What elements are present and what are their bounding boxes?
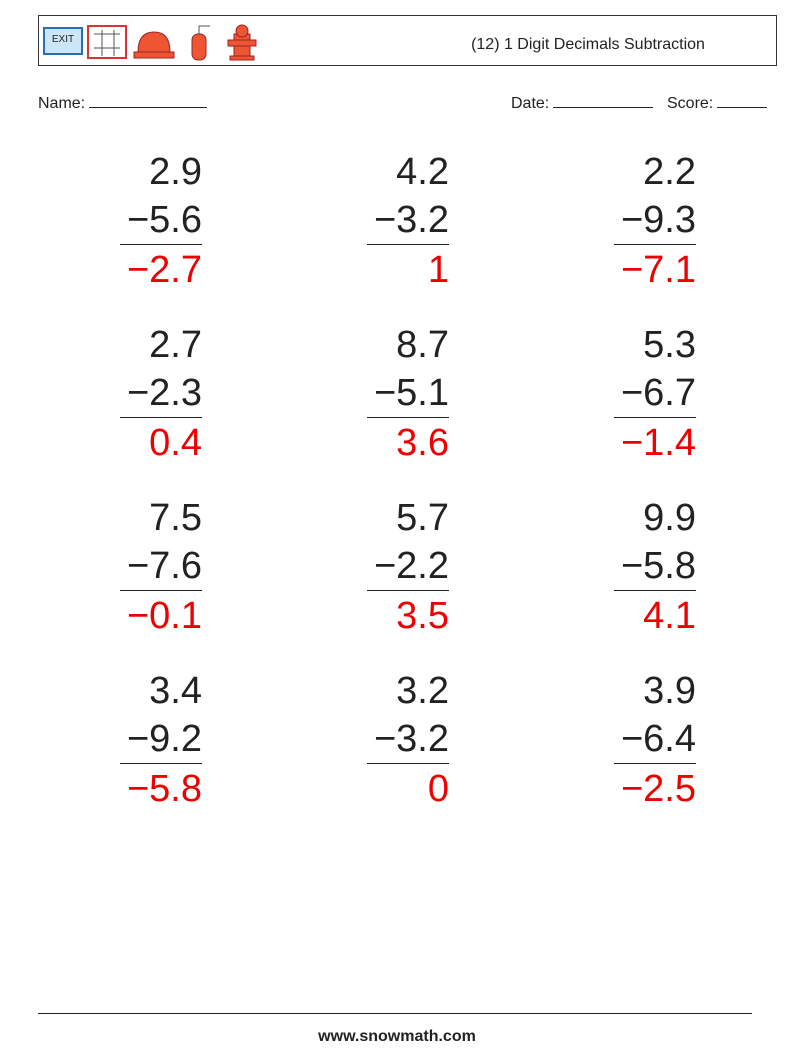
bottom-number: −7.6 — [126, 545, 202, 587]
answer-rule — [120, 590, 202, 591]
answer-rule — [120, 763, 202, 764]
footer-rule — [38, 1013, 752, 1014]
answer: 0 — [427, 768, 449, 810]
answer-rule — [614, 417, 696, 418]
top-number: 8.7 — [396, 324, 449, 366]
answer-rule — [614, 590, 696, 591]
answer: 3.5 — [396, 595, 449, 637]
top-number: 4.2 — [396, 151, 449, 193]
bottom-number: −6.4 — [620, 718, 696, 760]
answer-rule — [120, 244, 202, 245]
top-number: 9.9 — [643, 497, 696, 539]
bottom-number: −2.2 — [373, 545, 449, 587]
answer: −0.1 — [126, 595, 202, 637]
top-number: 2.2 — [643, 151, 696, 193]
answer-rule — [367, 590, 449, 591]
answer: −2.5 — [620, 768, 696, 810]
bottom-number: −9.3 — [620, 199, 696, 241]
header-box — [38, 15, 777, 66]
header-icons: EXIT — [43, 24, 257, 61]
answer: −5.8 — [126, 768, 202, 810]
title: (12) 1 Digit Decimals Subtraction — [471, 36, 705, 53]
bottom-number: −9.2 — [126, 718, 202, 760]
bottom-number: −5.1 — [373, 372, 449, 414]
top-number: 3.4 — [149, 670, 202, 712]
answer: 1 — [427, 249, 449, 291]
bottom-number: −6.7 — [620, 372, 696, 414]
answer: 0.4 — [149, 422, 202, 464]
bottom-number: −5.6 — [126, 199, 202, 241]
answer: 3.6 — [396, 422, 449, 464]
top-number: 2.9 — [149, 151, 202, 193]
top-number: 3.2 — [396, 670, 449, 712]
top-number: 5.7 — [396, 497, 449, 539]
bottom-number: −5.8 — [620, 545, 696, 587]
name-field: Name: — [38, 93, 208, 113]
score-blank — [717, 93, 768, 108]
top-number: 2.7 — [149, 324, 202, 366]
top-number: 5.3 — [643, 324, 696, 366]
date-field: Date: — [511, 93, 654, 113]
answer-rule — [614, 763, 696, 764]
answer: −2.7 — [126, 249, 202, 291]
answer-rule — [120, 417, 202, 418]
bottom-number: −3.2 — [373, 718, 449, 760]
footer-site: www.snowmath.com — [318, 1028, 476, 1045]
answer-rule — [614, 244, 696, 245]
score-field: Score: — [667, 93, 768, 113]
bottom-number: −2.3 — [126, 372, 202, 414]
name-blank — [89, 93, 208, 108]
bottom-number: −3.2 — [373, 199, 449, 241]
name-label: Name: — [38, 95, 86, 112]
answer: −1.4 — [620, 422, 696, 464]
svg-text:EXIT: EXIT — [52, 34, 74, 45]
answer-rule — [367, 763, 449, 764]
score-label: Score: — [667, 95, 714, 112]
top-number: 3.9 — [643, 670, 696, 712]
date-label: Date: — [511, 95, 550, 112]
answer-rule — [367, 417, 449, 418]
answer: −7.1 — [620, 249, 696, 291]
date-blank — [553, 93, 654, 108]
answer-rule — [367, 244, 449, 245]
top-number: 7.5 — [149, 497, 202, 539]
answer: 4.1 — [643, 595, 696, 637]
